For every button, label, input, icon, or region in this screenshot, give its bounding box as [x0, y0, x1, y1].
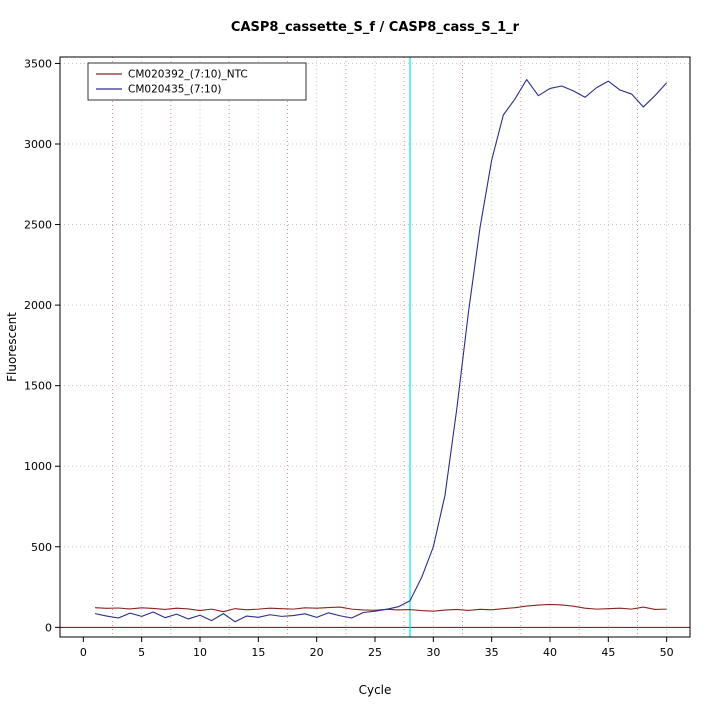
x-tick-label: 50 — [660, 646, 674, 659]
legend-label-1: CM020435_(7:10) — [128, 84, 222, 96]
y-axis-label: Fluorescent — [5, 312, 19, 382]
x-tick-label: 35 — [485, 646, 499, 659]
y-tick-label: 2500 — [24, 219, 52, 232]
y-tick-label: 3500 — [24, 57, 52, 70]
x-tick-label: 45 — [601, 646, 615, 659]
x-tick-label: 10 — [193, 646, 207, 659]
legend: CM020392_(7:10)_NTC CM020435_(7:10) — [87, 62, 307, 101]
y-tick-label: 1500 — [24, 380, 52, 393]
x-tick-label: 0 — [80, 646, 87, 659]
y-tick-label: 3000 — [24, 138, 52, 151]
y-tick-label: 500 — [31, 541, 52, 554]
chart-title: CASP8_cassette_S_f / CASP8_cass_S_1_r — [231, 20, 520, 35]
legend-label-0: CM020392_(7:10)_NTC — [128, 69, 248, 81]
x-tick-label: 40 — [543, 646, 557, 659]
x-tick-label: 20 — [310, 646, 324, 659]
legend-box — [87, 62, 307, 101]
x-tick-label: 5 — [138, 646, 145, 659]
y-tick-label: 1000 — [24, 460, 52, 473]
x-tick-label: 25 — [368, 646, 382, 659]
x-tick-label: 15 — [251, 646, 265, 659]
plot-area: 0 5 10 15 20 25 30 35 40 45 5005001000150020002500… — [24, 56, 691, 659]
x-tick-label: 30 — [426, 646, 440, 659]
x-axis-label: Cycle — [359, 683, 392, 697]
y-tick-label: 2000 — [24, 299, 52, 312]
y-tick-label: 0 — [45, 621, 52, 634]
series-line-1 — [94, 79, 668, 623]
